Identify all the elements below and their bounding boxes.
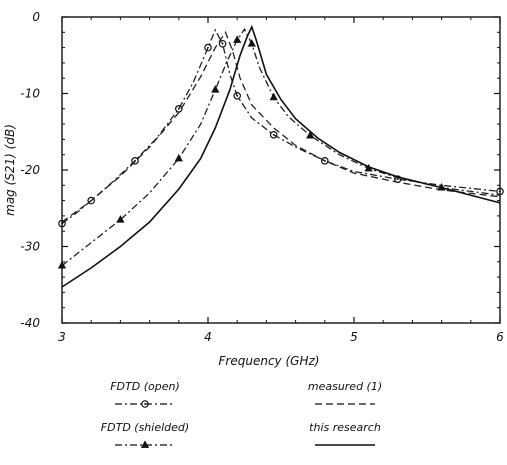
- series-2-marker: [116, 215, 125, 223]
- legend-label: measured (1): [308, 380, 382, 393]
- x-tick-label: 3: [58, 330, 66, 344]
- series-0-marker-dot: [499, 190, 501, 193]
- series-0-marker: [269, 131, 278, 139]
- series-0-marker: [233, 91, 242, 100]
- plot-frame: [61, 16, 501, 324]
- x-axis-label: Frequency (GHz): [219, 354, 320, 368]
- legend-label: FDTD (open): [110, 380, 180, 393]
- series-2-marker: [174, 153, 183, 162]
- series-0-marker-dot: [236, 94, 239, 97]
- legend-layer: FDTD (open) measured (1) FDTD (shielded) th…: [101, 380, 382, 448]
- legend-label: FDTD (shielded): [101, 421, 189, 434]
- series-layer: [57, 24, 504, 288]
- y-tick-label: -40: [20, 316, 40, 330]
- series-0-marker: [87, 196, 96, 205]
- series-2-marker: [306, 130, 315, 139]
- legend-marker: [140, 440, 150, 448]
- series-0-marker: [218, 39, 227, 48]
- y-tick-label: -20: [20, 163, 40, 177]
- legend-marker: [141, 400, 149, 408]
- y-tick-label: 0: [32, 10, 40, 24]
- legend-label: this research: [309, 421, 381, 434]
- series-0-marker: [131, 157, 139, 165]
- series-0-marker-dot: [61, 222, 63, 225]
- series-line-3: [61, 24, 501, 288]
- series-line-2: [61, 27, 501, 267]
- series-0-marker-dot: [221, 42, 224, 45]
- series-2-marker: [233, 35, 242, 43]
- series-0-marker-dot: [272, 133, 275, 136]
- x-tick-label: 4: [204, 330, 212, 344]
- series-2-marker: [57, 260, 67, 269]
- series-2-marker: [269, 92, 278, 101]
- x-tick-label: 5: [350, 330, 358, 344]
- y-axis-label: mag (S21) (dB): [3, 124, 17, 216]
- y-tick-label: -30: [20, 240, 40, 254]
- series-2-marker: [247, 39, 256, 47]
- axes-layer: 3 4 5 6 0 -10 -20 -30 -40 Frequency (GHz) mag (S21…: [3, 10, 504, 368]
- series-0-marker: [58, 219, 66, 228]
- legend-marker-dot: [144, 403, 146, 405]
- series-line-1: [61, 30, 501, 223]
- series-0-marker: [204, 43, 212, 52]
- series-0-marker-dot: [396, 178, 399, 181]
- series-0-marker: [175, 105, 183, 113]
- series-0-marker: [320, 157, 329, 165]
- series-0-marker-dot: [177, 107, 180, 110]
- y-tick-label: -10: [20, 87, 40, 101]
- series-line-0: [61, 28, 501, 225]
- series-2-marker: [211, 85, 220, 93]
- x-tick-label: 6: [496, 330, 504, 344]
- series-0-marker-dot: [207, 46, 209, 49]
